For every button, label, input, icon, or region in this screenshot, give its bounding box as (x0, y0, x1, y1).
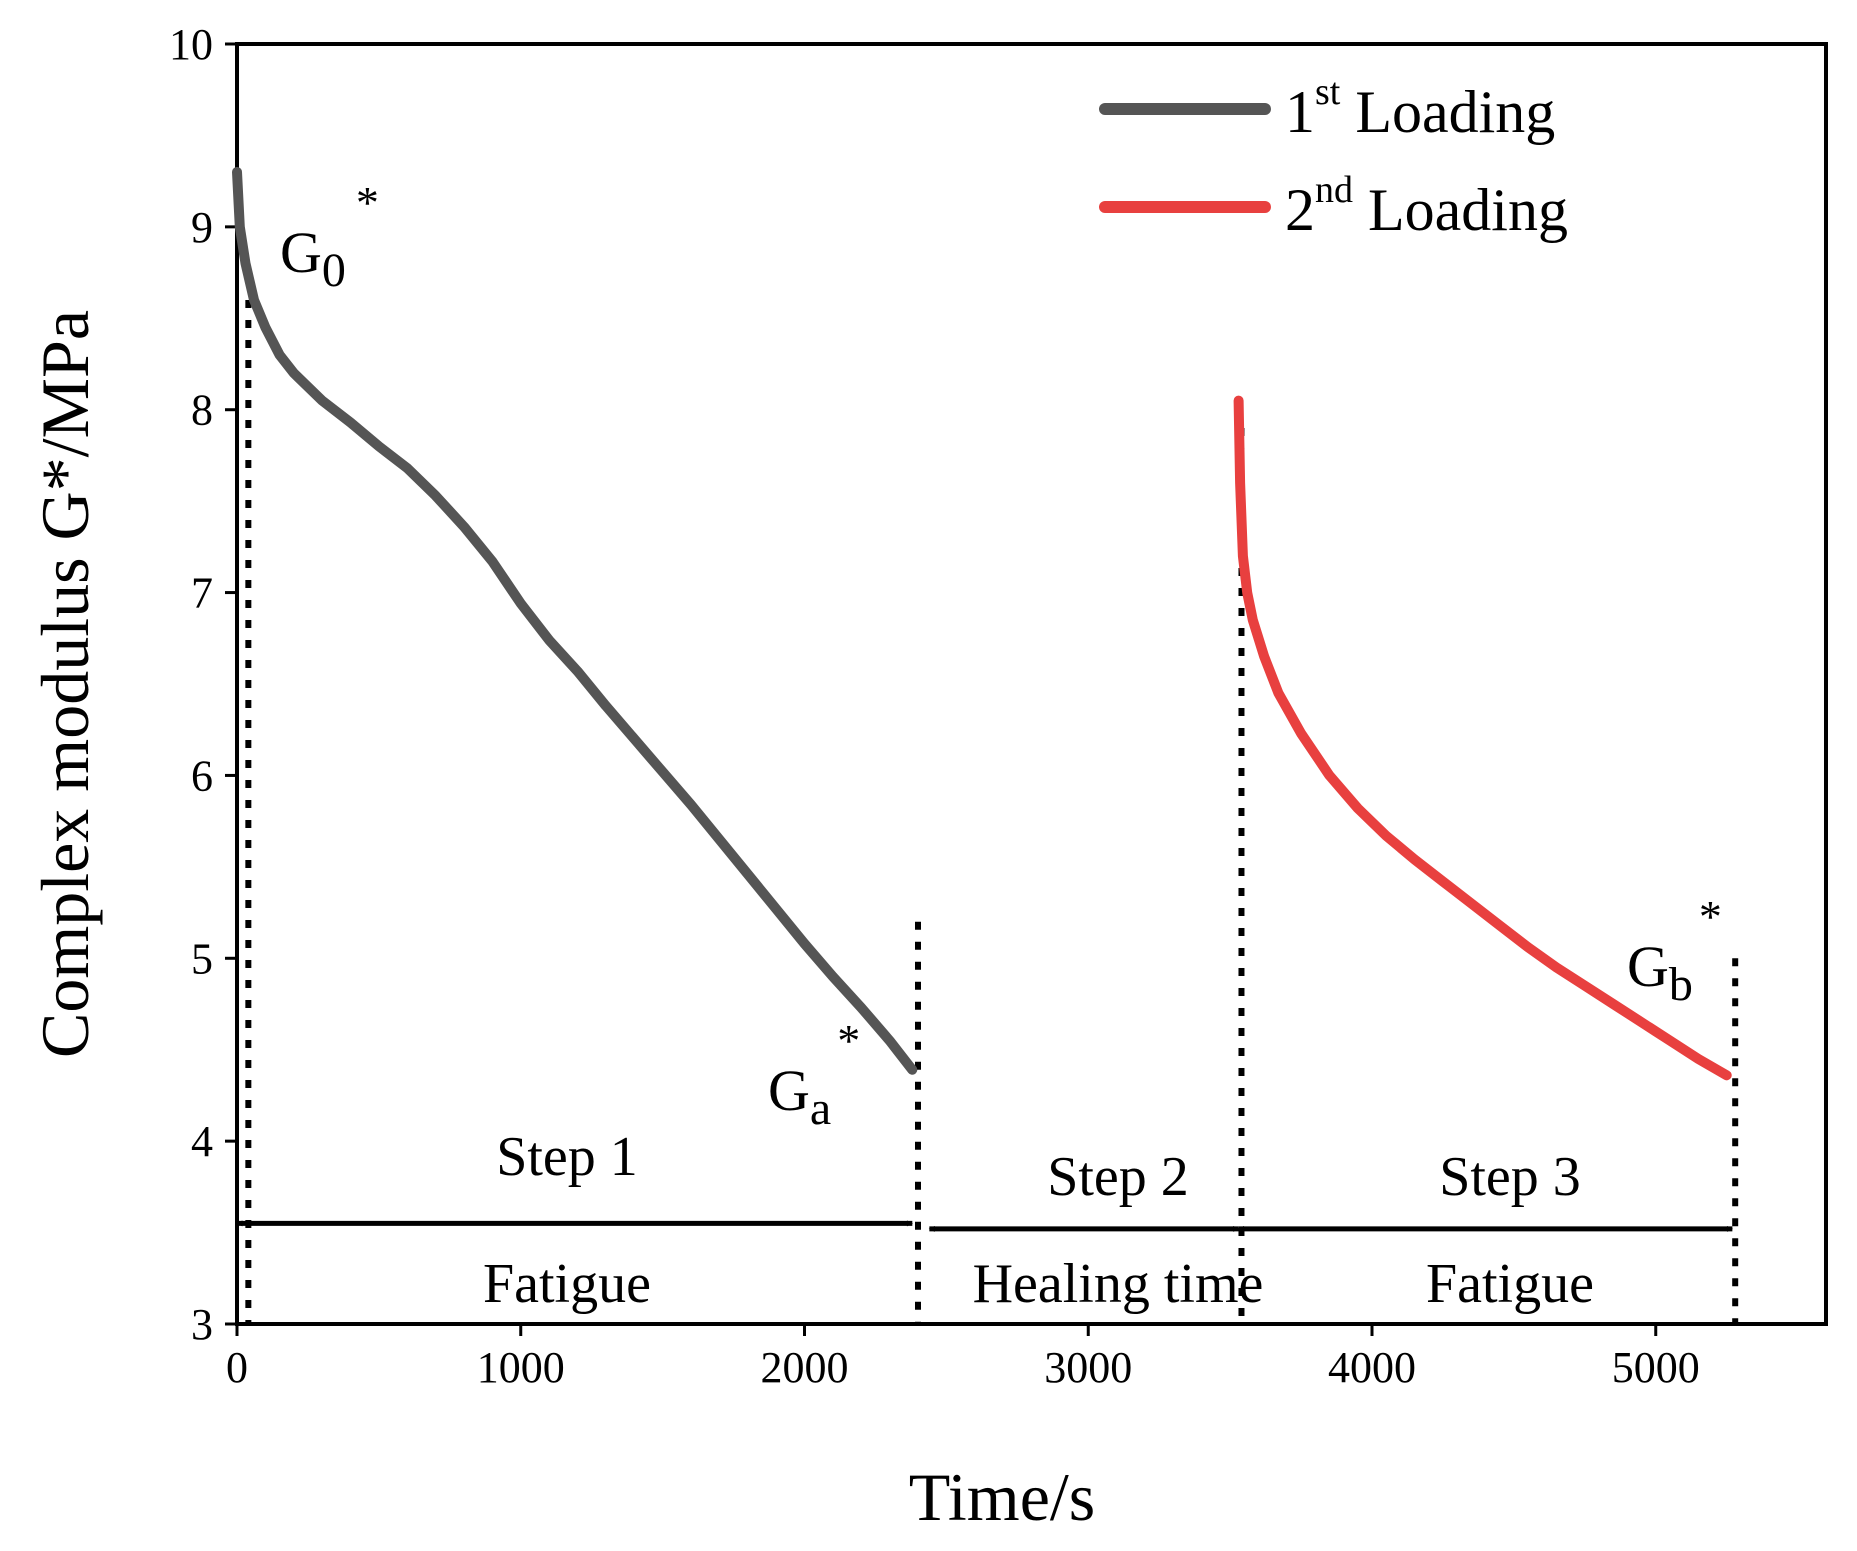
series-line-2 (1233, 395, 1732, 1081)
annotation-g0: G0* (280, 177, 379, 297)
y-tick-label: 3 (191, 1300, 213, 1349)
step-arrows (236, 1220, 1733, 1232)
legend-label-1st-loading: 1st Loading (1285, 71, 1555, 145)
y-axis-ticks: 3 4 5 6 7 8 9 10 (169, 20, 237, 1349)
annotation-gb: Gb* (1627, 891, 1722, 1011)
x-tick-label: 1000 (477, 1343, 565, 1392)
x-tick-label: 5000 (1612, 1343, 1700, 1392)
x-tick-label: 4000 (1328, 1343, 1416, 1392)
y-tick-label: 4 (191, 1117, 213, 1166)
x-tick-label: 0 (226, 1343, 248, 1392)
step-1-label: Step 1 (496, 1126, 638, 1188)
y-tick-label: 10 (169, 20, 213, 69)
x-tick-label: 2000 (761, 1343, 849, 1392)
series-line-1 (232, 167, 918, 1075)
x-axis-title: Time/s (909, 1459, 1095, 1535)
y-tick-label: 8 (191, 386, 213, 435)
y-tick-label: 7 (191, 569, 213, 618)
legend: 1st Loading 2nd Loading (1099, 71, 1568, 243)
phase-markers (245, 300, 1739, 1324)
y-tick-label: 5 (191, 934, 213, 983)
step-3-phase: Fatigue (1426, 1253, 1594, 1315)
annotation-ga: Ga* (768, 1015, 860, 1135)
step-2-label: Step 2 (1047, 1146, 1189, 1208)
step-1-phase: Fatigue (483, 1253, 651, 1315)
legend-label-2nd-loading: 2nd Loading (1285, 169, 1568, 243)
y-tick-label: 9 (191, 203, 213, 252)
x-axis-ticks: 0 1000 2000 3000 4000 5000 (226, 1324, 1700, 1392)
step-2-phase: Healing time (973, 1253, 1264, 1315)
x-tick-label: 3000 (1044, 1343, 1132, 1392)
plot-frame (235, 42, 1828, 1326)
y-tick-label: 6 (191, 751, 213, 800)
step-3-label: Step 3 (1439, 1146, 1581, 1208)
series-lines (232, 167, 1732, 1081)
y-axis-title: Complex modulus G*/MPa (27, 310, 103, 1058)
